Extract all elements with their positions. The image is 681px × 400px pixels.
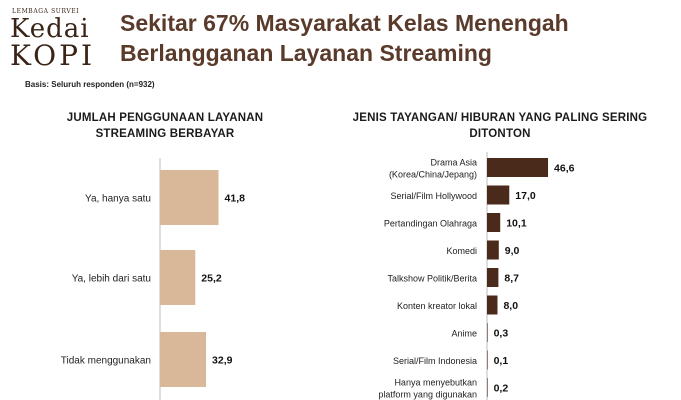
kedai-kopi-logo: LEMBAGA SURVEI Kedai KOPI [10, 8, 102, 74]
category-label-6: Anime [451, 329, 477, 339]
category-label-8-line-1: platform yang digunakan [378, 390, 477, 400]
category-label-0-line-0: Drama Asia [430, 158, 477, 168]
bar-2 [487, 213, 501, 232]
left-chart-title-line-2: STREAMING BERBAYAR [95, 128, 235, 140]
title-line-1: Sekitar 67% Masyarakat Kelas Menengah [120, 10, 569, 36]
value-label-2: 10,1 [506, 218, 527, 230]
bar-6 [487, 323, 488, 342]
title-line-2: Berlangganan Layanan Streaming [120, 40, 492, 66]
bar-1 [487, 185, 510, 205]
category-label-5-line-0: Konten kreator lokal [397, 301, 477, 311]
value-label-1: 25,2 [201, 273, 222, 285]
logo-tagline: LEMBAGA SURVEI [12, 8, 80, 15]
left-chart-title: JUMLAH PENGGUNAAN LAYANAN STREAMING BERB… [40, 110, 290, 142]
category-label-2: Tidak menggunakan [61, 356, 151, 367]
bar-3 [487, 240, 499, 260]
bar-0 [160, 170, 219, 225]
bar-7 [487, 350, 488, 370]
right-chart-title-line-1: JENIS TAYANGAN/ HIBURAN YANG PALING SERI… [352, 112, 648, 124]
value-label-3: 9,0 [505, 245, 520, 257]
category-label-3: Komedi [446, 246, 477, 256]
category-label-1: Serial/Film Hollywood [390, 191, 477, 201]
category-label-3-line-0: Komedi [446, 246, 477, 256]
bar-0 [487, 158, 549, 177]
category-label-4-line-0: Talkshow Politik/Berita [387, 274, 477, 284]
category-label-4: Talkshow Politik/Berita [387, 274, 477, 284]
value-label-0: 41,8 [225, 193, 246, 205]
value-label-4: 8,7 [504, 273, 519, 285]
value-label-2: 32,9 [212, 355, 233, 367]
value-label-0: 46,6 [554, 163, 575, 175]
basis-note: Basis: Seluruh responden (n=932) [25, 80, 155, 89]
category-label-7: Serial/Film Indonesia [393, 356, 477, 366]
bar-5 [487, 295, 498, 315]
bar-2 [160, 332, 207, 387]
value-label-6: 0,3 [494, 328, 509, 340]
category-label-7-line-0: Serial/Film Indonesia [393, 356, 477, 366]
value-label-7: 0,1 [494, 355, 509, 367]
category-label-0: Drama Asia (Korea/China/Jepang) [389, 158, 477, 180]
value-label-5: 8,0 [503, 300, 518, 312]
bar-8 [487, 378, 488, 397]
category-label-8: Hanya menyebutkan platform yang digunakan [378, 378, 477, 400]
bar-4 [487, 268, 499, 287]
category-label-0-line-1: (Korea/China/Jepang) [389, 170, 477, 180]
category-label-2-line-0: Pertandingan Olahraga [384, 219, 477, 229]
logo-word-kopi: KOPI [10, 39, 96, 72]
category-label-1: Ya, lebih dari satu [72, 274, 151, 285]
right-chart-title: JENIS TAYANGAN/ HIBURAN YANG PALING SERI… [330, 110, 670, 142]
page-title: Sekitar 67% Masyarakat Kelas Menengah Be… [120, 8, 675, 68]
logo-word-kedai: Kedai [10, 14, 90, 44]
category-label-0: Ya, hanya satu [85, 194, 151, 205]
category-label-1-line-0: Serial/Film Hollywood [390, 191, 477, 201]
category-label-8-line-0: Hanya menyebutkan [394, 378, 477, 388]
value-label-8: 0,2 [494, 383, 509, 395]
value-label-1: 17,0 [515, 190, 536, 202]
category-label-2: Pertandingan Olahraga [384, 219, 477, 229]
left-chart-title-line-1: JUMLAH PENGGUNAAN LAYANAN [66, 112, 264, 124]
right-chart-title-line-2: DITONTON [469, 128, 531, 140]
category-label-5: Konten kreator lokal [397, 301, 477, 311]
category-label-6-line-0: Anime [451, 329, 477, 339]
bar-1 [160, 250, 196, 305]
